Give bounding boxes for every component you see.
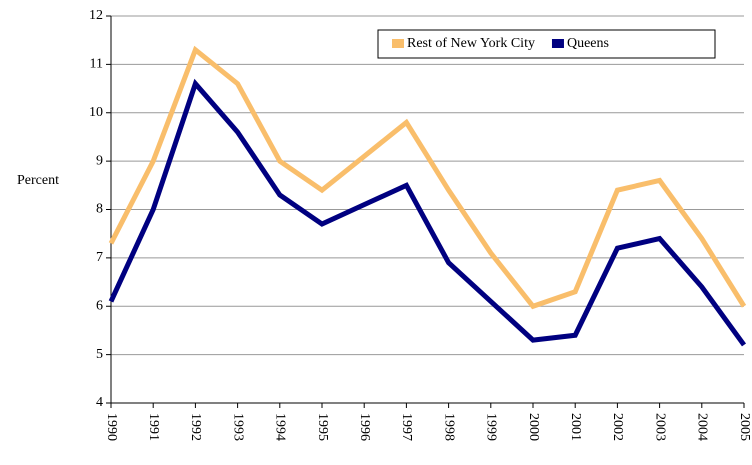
y-tick-label: 8 xyxy=(96,202,103,217)
series-line xyxy=(108,45,747,310)
x-tick-label: 1996 xyxy=(357,413,372,441)
y-tick-label: 7 xyxy=(96,250,103,265)
legend: Rest of New York City Queens xyxy=(377,29,716,59)
x-tick-label: 2004 xyxy=(695,413,710,441)
legend-label: Rest of New York City xyxy=(407,36,535,51)
y-axis-label: Percent xyxy=(17,173,59,188)
y-tick-label: 5 xyxy=(96,347,103,362)
legend-box xyxy=(377,29,716,59)
legend-label: Queens xyxy=(567,36,609,51)
x-tick-label: 1991 xyxy=(146,413,161,441)
x-tick-label: 1992 xyxy=(188,413,203,441)
x-tick-label: 2003 xyxy=(652,413,667,441)
y-tick-label: 6 xyxy=(96,298,103,313)
series-line xyxy=(108,78,747,347)
x-tick-label: 1997 xyxy=(399,413,414,441)
y-tick-label: 4 xyxy=(96,395,103,410)
x-tick-label: 1993 xyxy=(230,413,245,441)
x-tick-label: 2000 xyxy=(526,413,541,441)
x-tick-label: 2005 xyxy=(737,413,752,441)
x-tick-label: 1994 xyxy=(273,413,288,441)
x-tick-label: 2002 xyxy=(610,413,625,441)
legend-swatch xyxy=(392,39,404,48)
y-tick-label: 9 xyxy=(96,153,103,168)
x-tick-label: 1990 xyxy=(104,413,119,441)
x-tick-label: 1995 xyxy=(315,413,330,441)
y-tick-label: 12 xyxy=(89,8,103,23)
y-tick-label: 10 xyxy=(89,105,103,120)
x-tick-label: 1999 xyxy=(484,413,499,441)
x-tick-label: 1998 xyxy=(441,413,456,441)
legend-swatch xyxy=(551,39,564,48)
y-tick-label: 11 xyxy=(90,57,103,72)
x-tick-label: 2001 xyxy=(568,413,583,441)
